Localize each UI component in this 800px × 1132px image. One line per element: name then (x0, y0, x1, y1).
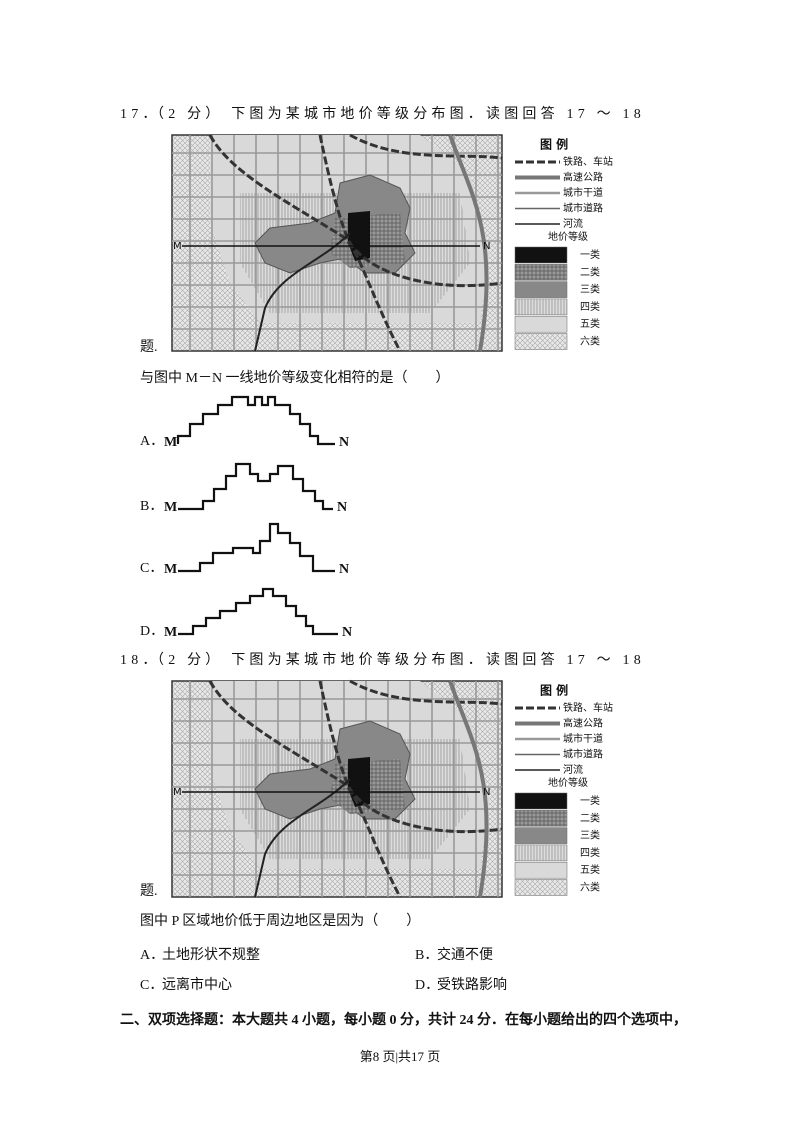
question: 与图中 M－N 一线地价等级变化相符的是（ ） (140, 371, 450, 386)
map-label: N (483, 241, 490, 252)
legend-label: 一类 (580, 248, 600, 261)
legend-swatch (514, 792, 568, 810)
stem-end: 题. (140, 340, 158, 355)
legend-label: 五类 (580, 317, 600, 330)
legend-label: 城市干道 (563, 732, 603, 745)
legend-label: 铁路、车站 (563, 155, 613, 168)
profile-line (178, 587, 338, 636)
stem-end: 题. (140, 884, 158, 899)
option-label: A． (140, 948, 165, 963)
legend-label: 三类 (580, 829, 600, 842)
legend-title: 地价等级 (548, 230, 588, 243)
option-text: 受铁路影响 (437, 978, 507, 993)
map-label: M (173, 787, 182, 798)
profile-label: N (337, 500, 347, 515)
map-shape (448, 134, 489, 352)
legend-swatch (514, 879, 568, 896)
map-shape (254, 778, 351, 898)
option-text: 土地形状不规整 (162, 948, 260, 963)
map-label: M (173, 241, 182, 252)
legend-swatch (514, 264, 568, 281)
legend-label: 河流 (563, 217, 583, 230)
legend-label: 六类 (580, 881, 600, 894)
legend-swatch (514, 315, 568, 333)
option-text: 交通不便 (437, 948, 493, 963)
legend-label: 一类 (580, 794, 600, 807)
legend-label: 城市道路 (563, 202, 603, 215)
legend-label: 二类 (580, 811, 600, 824)
legend-label: 铁路、车站 (563, 701, 613, 714)
option-label: C． (140, 561, 164, 576)
map-shape (348, 757, 370, 807)
legend-swatch (514, 246, 568, 264)
question-stem: （2 分） 下图为某城市地价等级分布图．读图回答 17 ～ 18 (150, 653, 645, 668)
profile-label: M (164, 562, 177, 577)
legend-label: 城市干道 (563, 186, 603, 199)
profile-label: M (164, 625, 177, 640)
legend-label: 三类 (580, 283, 600, 296)
profile-label: M (164, 435, 177, 450)
question: 图中 P 区域地价低于周边地区是因为（ ） (140, 914, 421, 929)
question-stem: （2 分） 下图为某城市地价等级分布图．读图回答 17 ～ 18 (150, 107, 645, 122)
legend-swatch (514, 827, 568, 844)
map-shape (254, 232, 351, 352)
legend-swatch (514, 333, 568, 350)
option-label: D． (140, 624, 165, 639)
legend-label: 二类 (580, 265, 600, 278)
legend-title: 地价等级 (548, 776, 588, 789)
legend-label: 四类 (580, 300, 600, 313)
legend-title: 图 例 (540, 137, 568, 152)
profile-label: N (339, 435, 349, 450)
option-label: C． (140, 978, 164, 993)
page-footer: 第8 页|共17 页 (359, 1049, 441, 1064)
profile-line (178, 522, 335, 573)
map-shape (448, 680, 489, 898)
legend-swatch (514, 281, 568, 298)
legend-label: 五类 (580, 863, 600, 876)
legend-swatch (514, 810, 568, 827)
legend-swatch (514, 298, 568, 316)
profile-label: N (342, 625, 352, 640)
legend-label: 城市道路 (563, 748, 603, 761)
profile-label: N (339, 562, 349, 577)
profile-line (178, 462, 333, 511)
option-label: B． (415, 948, 439, 963)
profile-label: M (164, 500, 177, 515)
map-shape (349, 133, 503, 160)
legend-label: 高速公路 (563, 171, 603, 184)
profile-line (176, 395, 335, 446)
legend-label: 四类 (580, 846, 600, 859)
legend-label: 高速公路 (563, 717, 603, 730)
map-label: N (483, 787, 490, 798)
legend-title: 图 例 (540, 683, 568, 698)
question-number: 17． (120, 107, 161, 122)
option-label: B． (140, 499, 164, 514)
option-text: 远离市中心 (162, 978, 232, 993)
question-number: 18． (120, 653, 161, 668)
legend-swatch (514, 844, 568, 862)
legend-label: 六类 (580, 335, 600, 348)
legend-label: 河流 (563, 763, 583, 776)
legend-swatch (514, 861, 568, 879)
map-shape (349, 679, 503, 706)
option-label: D． (415, 978, 440, 993)
section-heading: 二、双项选择题：本大题共 4 小题，每小题 0 分，共计 24 分．在每小题给出… (120, 1013, 687, 1028)
option-label: A． (140, 434, 165, 449)
map-shape (348, 211, 370, 261)
